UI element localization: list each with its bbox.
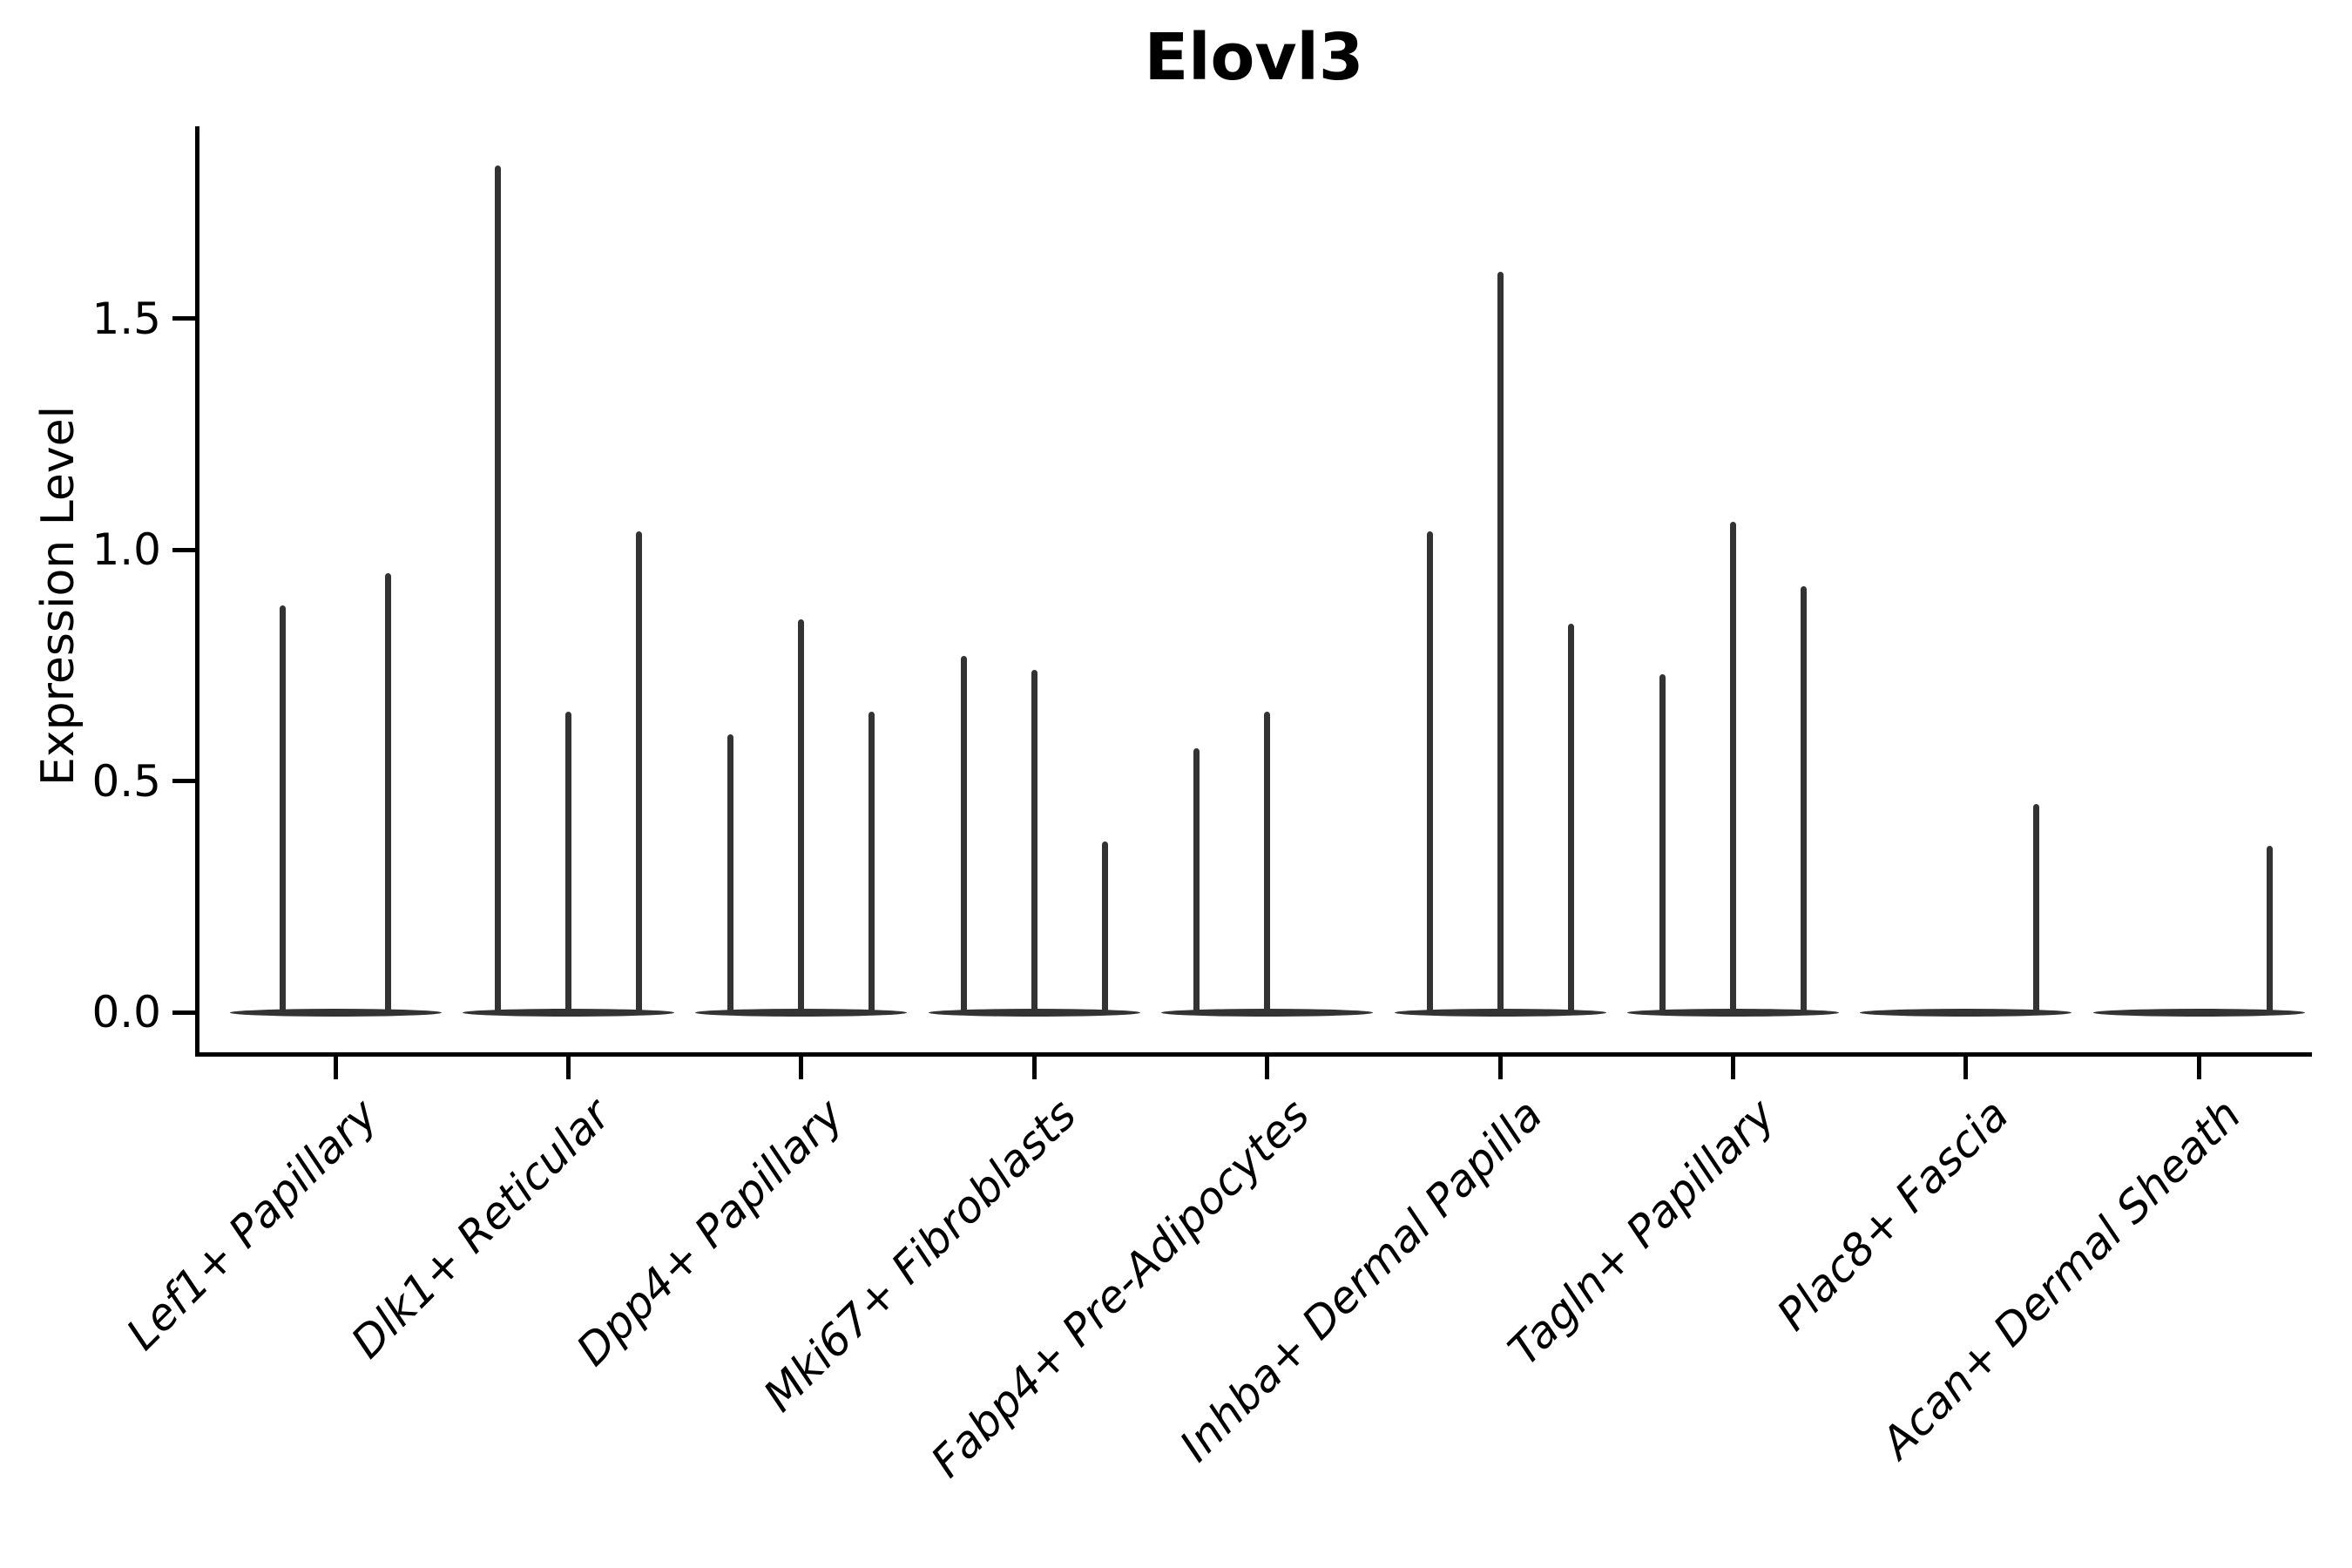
- violin-spike: [385, 573, 392, 1012]
- violin-spike: [1193, 748, 1200, 1012]
- violin-spike: [494, 166, 501, 1012]
- x-tick-mark: [2196, 1057, 2201, 1079]
- x-tick-label: Plac8+ Fascia: [1767, 1089, 2018, 1341]
- y-tick-label: 1.5: [91, 293, 161, 344]
- x-tick-label: Dlk1+ Reticular: [341, 1089, 621, 1369]
- y-tick-label: 1.0: [91, 524, 161, 575]
- violin-spike: [868, 712, 875, 1012]
- y-tick-mark: [172, 547, 196, 552]
- y-tick-label: 0.0: [91, 987, 161, 1037]
- violin-spike: [1101, 841, 1108, 1012]
- violin-baseline: [928, 1008, 1140, 1017]
- y-axis-spine: [195, 126, 199, 1057]
- violin-spike: [1426, 531, 1433, 1012]
- violin-baseline: [2092, 1008, 2305, 1017]
- violin-baseline: [229, 1008, 442, 1017]
- violin-spike: [1729, 522, 1736, 1012]
- violin-spike: [1264, 712, 1271, 1012]
- x-tick-mark: [799, 1057, 804, 1079]
- violin-spike: [798, 619, 805, 1012]
- violin-baseline: [1161, 1008, 1374, 1017]
- violin-spike: [279, 605, 286, 1012]
- x-axis-spine: [195, 1052, 2312, 1057]
- x-tick-mark: [1265, 1057, 1270, 1079]
- x-tick-mark: [1031, 1057, 1037, 1079]
- violin-spike: [2033, 804, 2040, 1012]
- x-tick-mark: [1963, 1057, 1969, 1079]
- y-tick-mark: [172, 316, 196, 321]
- chart-title: Elovl3: [1144, 20, 1364, 95]
- violin-spike: [960, 656, 967, 1012]
- x-tick-label: Lef1+ Papillary: [117, 1089, 388, 1360]
- violin-spike: [1659, 674, 1666, 1012]
- x-tick-mark: [565, 1057, 571, 1079]
- x-tick-mark: [1730, 1057, 1735, 1079]
- y-tick-mark: [172, 1010, 196, 1015]
- violin-spike: [1031, 670, 1037, 1012]
- x-tick-mark: [1497, 1057, 1503, 1079]
- violin-spike: [2266, 846, 2273, 1012]
- violin-spike: [1567, 624, 1574, 1012]
- x-tick-label: Fabp4+ Pre-Adipocytes: [921, 1089, 1320, 1488]
- y-tick-mark: [172, 779, 196, 783]
- violin-baseline: [462, 1008, 674, 1017]
- violin-spike: [564, 712, 571, 1012]
- violin-baseline: [695, 1008, 908, 1017]
- x-tick-mark: [333, 1057, 338, 1079]
- violin-spike: [727, 734, 734, 1012]
- violin-spike: [1497, 272, 1504, 1012]
- violin-baseline: [1626, 1008, 1839, 1017]
- violin-baseline: [1860, 1008, 2072, 1017]
- violin-baseline: [1394, 1008, 1606, 1017]
- y-tick-label: 0.5: [91, 755, 161, 807]
- violin-spike: [1800, 586, 1807, 1012]
- violin-spike: [635, 531, 642, 1012]
